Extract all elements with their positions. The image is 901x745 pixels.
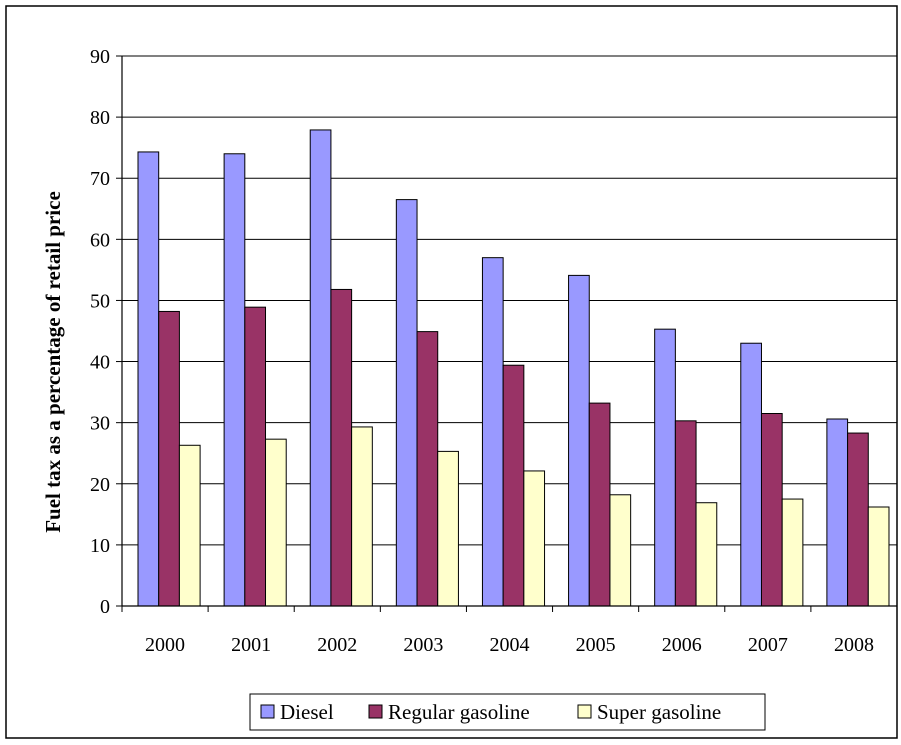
legend-box	[249, 693, 766, 731]
bar-regular-gasoline-2000	[158, 310, 180, 607]
bar-diesel-2003	[395, 199, 418, 607]
bar-super-gasoline-2001	[265, 438, 287, 607]
y-tick-labels: 0 10 20 30 40 50 60 70 80 90	[90, 46, 110, 618]
bars	[137, 129, 890, 607]
bar-super-gasoline-2000	[178, 444, 201, 607]
y-tick-label: 90	[90, 46, 110, 68]
y-tick-label: 20	[90, 474, 110, 496]
bar-diesel-2002	[309, 129, 332, 607]
bar-regular-gasoline-2001	[244, 306, 267, 607]
bar-diesel-2008	[826, 418, 849, 607]
x-tick-label: 2003	[403, 634, 443, 656]
bar-super-gasoline-2005	[609, 494, 632, 607]
bar-regular-gasoline-2002	[330, 288, 353, 607]
legend-swatch-diesel	[260, 704, 275, 719]
bar-regular-gasoline-2008	[847, 432, 869, 607]
bar-diesel-2005	[568, 274, 590, 607]
y-tick-label: 40	[90, 352, 110, 374]
bar-diesel-2007	[740, 342, 762, 607]
bar-diesel-2004	[481, 257, 504, 607]
y-tick-label: 10	[90, 535, 110, 557]
legend: Diesel Regular gasoline Super gasoline	[249, 693, 766, 731]
legend-label: Diesel	[280, 700, 334, 724]
x-tick-label: 2006	[662, 634, 702, 656]
bar-super-gasoline-2004	[523, 470, 546, 607]
legend-label: Super gasoline	[597, 700, 721, 724]
bar-regular-gasoline-2003	[416, 331, 439, 607]
x-tick-label: 2005	[576, 634, 616, 656]
bar-super-gasoline-2007	[781, 498, 804, 607]
bar-regular-gasoline-2007	[760, 413, 783, 607]
y-tick-label: 0	[100, 596, 110, 618]
y-tick-label: 60	[90, 229, 110, 251]
legend-label: Regular gasoline	[388, 700, 530, 724]
x-tick-label: 2002	[317, 634, 357, 656]
x-tick-label: 2001	[231, 634, 271, 656]
legend-swatch-super-gasoline	[577, 704, 592, 719]
legend-swatch-regular-gasoline	[368, 704, 383, 719]
axes	[116, 55, 898, 612]
y-tick-label: 80	[90, 107, 110, 129]
bar-diesel-2006	[654, 328, 676, 607]
bar-regular-gasoline-2004	[502, 364, 525, 607]
bar-regular-gasoline-2006	[674, 420, 697, 607]
bar-super-gasoline-2003	[437, 450, 459, 607]
y-tick-label: 70	[90, 168, 110, 190]
x-tick-label: 2004	[490, 634, 530, 656]
y-axis-label: Fuel tax as a percentage of retail price	[41, 191, 65, 533]
x-tick-label: 2007	[748, 634, 788, 656]
x-tick-label: 2008	[834, 634, 874, 656]
y-tick-label: 30	[90, 413, 110, 435]
bar-super-gasoline-2002	[351, 426, 373, 607]
bar-diesel-2001	[223, 153, 246, 607]
x-tick-label: 2000	[145, 634, 185, 656]
x-tick-labels: 2000 2001 2002 2003 2004 2005 2006 2007 2008	[145, 634, 874, 656]
bar-diesel-2000	[137, 151, 160, 607]
bar-super-gasoline-2008	[867, 506, 890, 607]
bar-regular-gasoline-2005	[588, 402, 611, 607]
y-tick-label: 50	[90, 290, 110, 312]
bar-super-gasoline-2006	[695, 502, 718, 607]
